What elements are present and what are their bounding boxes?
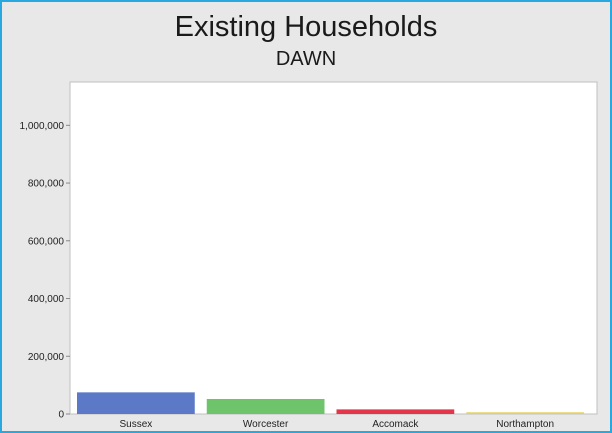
chart-subtitle: DAWN bbox=[275, 48, 337, 70]
y-tick-label: 1,000,000 bbox=[20, 121, 65, 132]
bar-northampton[interactable] bbox=[466, 412, 584, 414]
y-tick-label: 200,000 bbox=[28, 352, 65, 363]
bar-sussex[interactable] bbox=[77, 392, 195, 414]
x-tick-label: Accomack bbox=[372, 419, 419, 430]
bar-accomack[interactable] bbox=[336, 409, 455, 414]
y-tick-label: 800,000 bbox=[28, 179, 65, 190]
x-tick-label: Sussex bbox=[119, 419, 152, 430]
bar-worcester[interactable] bbox=[206, 398, 325, 414]
x-tick-label: Worcester bbox=[243, 419, 289, 430]
y-tick-label: 0 bbox=[58, 410, 64, 421]
y-tick-label: 600,000 bbox=[28, 236, 65, 247]
x-tick-label: Northampton bbox=[496, 419, 554, 430]
y-tick-label: 400,000 bbox=[28, 294, 65, 305]
chart-title: Existing Households bbox=[174, 11, 438, 43]
plot-area bbox=[69, 81, 598, 415]
